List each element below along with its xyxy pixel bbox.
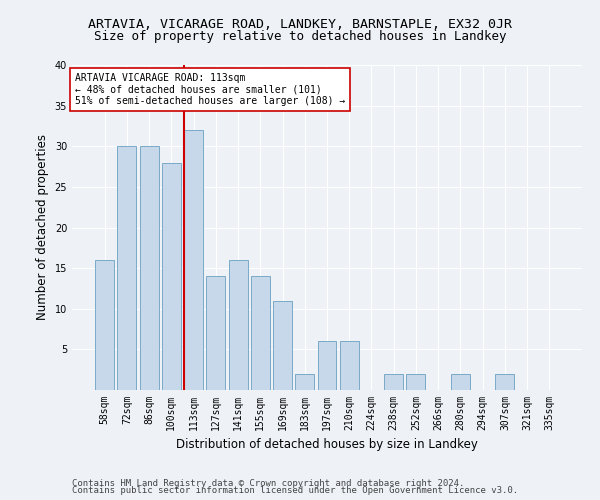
Bar [95, 260, 114, 390]
Text: ARTAVIA, VICARAGE ROAD, LANDKEY, BARNSTAPLE, EX32 0JR: ARTAVIA, VICARAGE ROAD, LANDKEY, BARNSTA… [88, 18, 512, 30]
Text: Size of property relative to detached houses in Landkey: Size of property relative to detached ho… [94, 30, 506, 43]
Bar [317, 341, 337, 390]
Bar [184, 130, 203, 390]
Bar [295, 374, 314, 390]
Bar [451, 374, 470, 390]
Bar [206, 276, 225, 390]
Y-axis label: Number of detached properties: Number of detached properties [36, 134, 49, 320]
Bar [251, 276, 270, 390]
Bar [229, 260, 248, 390]
Bar [384, 374, 403, 390]
Bar [162, 162, 181, 390]
Bar [140, 146, 158, 390]
Text: Contains HM Land Registry data © Crown copyright and database right 2024.: Contains HM Land Registry data © Crown c… [72, 478, 464, 488]
Text: Contains public sector information licensed under the Open Government Licence v3: Contains public sector information licen… [72, 486, 518, 495]
X-axis label: Distribution of detached houses by size in Landkey: Distribution of detached houses by size … [176, 438, 478, 452]
Bar [118, 146, 136, 390]
Text: ARTAVIA VICARAGE ROAD: 113sqm
← 48% of detached houses are smaller (101)
51% of : ARTAVIA VICARAGE ROAD: 113sqm ← 48% of d… [74, 73, 345, 106]
Bar [340, 341, 359, 390]
Bar [273, 300, 292, 390]
Bar [406, 374, 425, 390]
Bar [496, 374, 514, 390]
